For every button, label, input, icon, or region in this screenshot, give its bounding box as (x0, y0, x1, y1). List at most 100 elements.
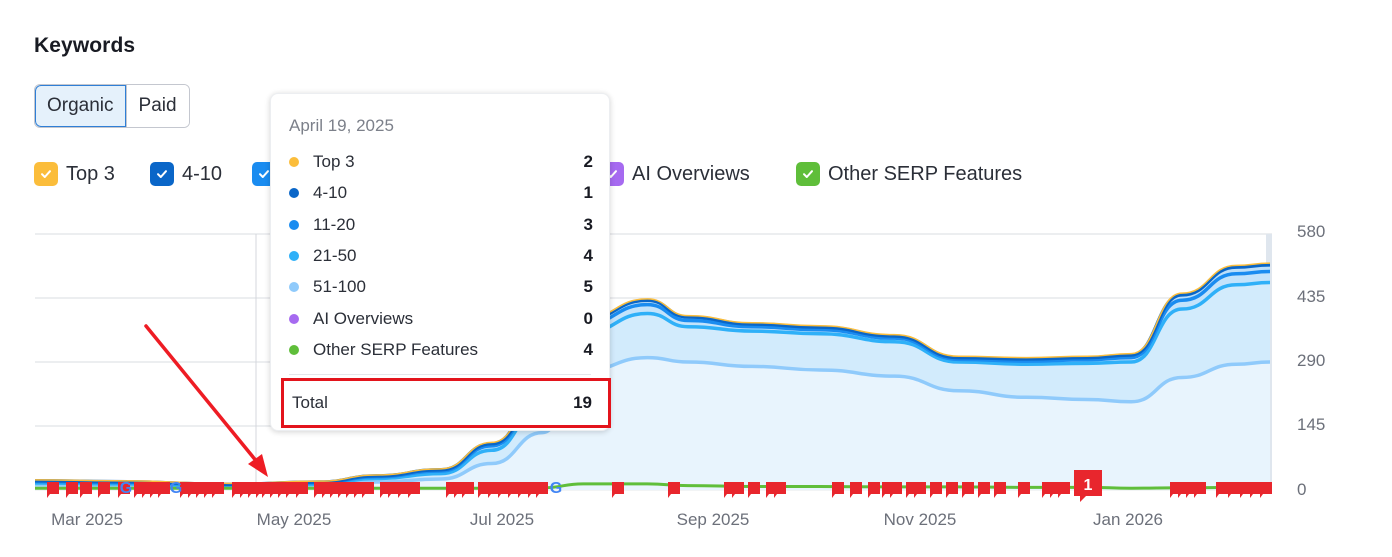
x-tick: Jul 2025 (469, 510, 535, 529)
event-flag-icon[interactable] (914, 482, 926, 498)
event-flag-icon[interactable] (518, 482, 530, 498)
event-flag-icon[interactable] (668, 482, 680, 498)
tooltip-row-value: 1 (583, 183, 593, 203)
event-flag-icon[interactable] (498, 482, 510, 498)
organic-button[interactable]: Organic (35, 85, 126, 127)
event-flag-icon[interactable] (398, 482, 410, 498)
event-flag-icon[interactable] (488, 482, 500, 498)
event-flag-icon[interactable] (930, 482, 942, 498)
event-flag-icon[interactable] (47, 482, 59, 498)
checkbox-icon[interactable] (150, 162, 174, 186)
tooltip-row: Top 3 2 (289, 150, 593, 174)
event-flag-icon[interactable] (462, 482, 474, 498)
tooltip-total-highlight: Total 19 (281, 378, 611, 428)
tooltip-row-value: 4 (583, 339, 593, 359)
y-tick: 145 (1297, 415, 1326, 434)
event-flag-icon[interactable] (388, 482, 400, 498)
event-flag-icon[interactable] (978, 482, 990, 498)
tooltip-row-value: 2 (583, 152, 593, 171)
event-flag-icon[interactable] (1216, 482, 1228, 498)
tooltip-total-label: Total (292, 393, 328, 412)
legend-item-other-serp-features[interactable]: Other SERP Features (796, 161, 1022, 187)
series-dot-icon (289, 188, 299, 199)
event-flag-icon[interactable] (774, 482, 786, 498)
event-flag-icon[interactable] (612, 482, 624, 498)
y-tick: 580 (1297, 222, 1326, 241)
event-flag-icon[interactable] (962, 482, 974, 498)
paid-button[interactable]: Paid (125, 85, 189, 127)
x-tick: Sep 2025 (676, 510, 750, 529)
google-update-icon[interactable]: G (120, 480, 132, 497)
annotation-badge-icon[interactable] (1074, 470, 1102, 502)
tooltip-row: 51-100 5 (289, 275, 593, 299)
tooltip-row-label: 4-10 (313, 183, 348, 203)
line-top-3 (34, 262, 1271, 485)
event-flag-icon[interactable] (1018, 482, 1030, 498)
event-flag-icon[interactable] (408, 482, 420, 498)
event-flag-icon[interactable] (850, 482, 862, 498)
tooltip-row: Other SERP Features 4 (289, 338, 593, 362)
google-update-icon[interactable]: G (550, 480, 562, 497)
series-dot-icon (289, 250, 299, 261)
event-flag-icon[interactable] (508, 482, 520, 498)
event-flag-icon[interactable] (80, 482, 92, 498)
event-flag-icon[interactable] (1058, 482, 1070, 498)
event-flag-icon[interactable] (868, 482, 880, 498)
x-tick: Jan 2026 (1093, 510, 1163, 529)
legend-item-top-3[interactable]: Top 3 (34, 161, 115, 187)
tooltip-divider (289, 374, 591, 375)
legend-label: Other SERP Features (828, 162, 1023, 185)
event-flag-icon[interactable] (748, 482, 760, 498)
event-flag-icon[interactable] (296, 482, 308, 498)
checkbox-icon[interactable] (34, 162, 58, 186)
tooltip-row-value: 0 (583, 308, 593, 328)
checkmark-icon (259, 170, 269, 178)
tooltip-row: 11-20 3 (289, 213, 593, 237)
event-flag-icon[interactable] (1240, 482, 1252, 498)
google-update-icon[interactable]: G (170, 480, 182, 497)
event-flag-icon[interactable] (946, 482, 958, 498)
y-tick: 435 (1297, 287, 1326, 306)
event-flag-icon[interactable] (212, 482, 224, 498)
event-flag-icon[interactable] (1250, 482, 1262, 498)
event-flag-icon[interactable] (286, 482, 298, 498)
event-flag-icon[interactable] (66, 482, 78, 498)
tooltip-row-label: 51-100 (313, 277, 366, 297)
y-tick: 0 (1297, 480, 1307, 499)
event-flag-icon[interactable] (1194, 482, 1206, 498)
legend-item-ai-overviews[interactable]: AI Overviews (600, 161, 750, 187)
series-dot-icon (289, 282, 299, 293)
checkbox-icon[interactable] (796, 162, 820, 186)
chart-canvas[interactable]: G G G 1 (0, 220, 1392, 557)
event-flag-icon[interactable] (118, 482, 130, 498)
event-flag-icon[interactable] (98, 482, 110, 498)
legend-label: AI Overviews (632, 162, 750, 185)
event-flag-icon[interactable] (362, 482, 374, 498)
legend-item-4-10[interactable]: 4-10 (150, 161, 222, 187)
chart-tooltip: April 19, 2025 Top 3 2 4-10 1 11-20 3 21-50 4 51… (270, 93, 611, 431)
series-dot-icon (289, 313, 299, 324)
tooltip-row-label: 21-50 (313, 245, 357, 265)
event-flag-icon[interactable] (536, 482, 548, 498)
series-dot-icon (289, 344, 299, 355)
tooltip-row-value: 3 (583, 214, 593, 234)
tooltip-row: AI Overviews 0 (289, 307, 593, 331)
series-dot-icon (289, 219, 299, 230)
event-flag-icon[interactable] (832, 482, 844, 498)
y-tick: 290 (1297, 351, 1326, 370)
event-flag-icon[interactable] (994, 482, 1006, 498)
event-flag-icon[interactable] (158, 482, 170, 498)
keywords-chart[interactable]: G G G 1 580 435 290 145 0 Mar 2025 May 2025… (0, 220, 1392, 557)
tooltip-row-value: 5 (583, 277, 593, 297)
event-flag-icon[interactable] (1260, 482, 1272, 498)
series-dot-icon (289, 157, 299, 167)
event-flag-icon[interactable] (478, 482, 490, 498)
page-title: Keywords (34, 34, 136, 57)
checkmark-icon (41, 170, 51, 178)
x-tick: Nov 2025 (883, 510, 957, 529)
event-flag-icon[interactable] (890, 482, 902, 498)
event-flag-icon[interactable] (1228, 482, 1240, 498)
tooltip-row-value: 4 (583, 245, 593, 265)
event-flag-icon[interactable] (732, 482, 744, 498)
checkmark-icon (803, 170, 813, 178)
